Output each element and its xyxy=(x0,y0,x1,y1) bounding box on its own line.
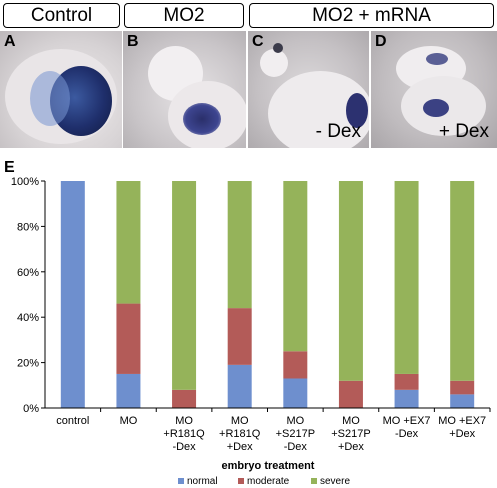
y-tick-label: 80% xyxy=(17,221,39,233)
legend-swatch-normal xyxy=(178,478,184,484)
legend-label-moderate: moderate xyxy=(247,476,290,487)
header-control: Control xyxy=(3,3,120,28)
bar-segment-severe xyxy=(227,181,252,309)
panel-a-image: A xyxy=(0,31,122,148)
x-tick-label: MO +EX7 +Dex xyxy=(438,415,486,440)
bar-segment-moderate xyxy=(394,373,419,390)
bar-segment-moderate xyxy=(283,351,308,379)
y-tick-label: 40% xyxy=(17,312,39,324)
bar-segment-normal xyxy=(450,394,475,408)
x-tick-label-line: -Dex xyxy=(395,428,419,440)
header-mo2: MO2 xyxy=(124,3,244,28)
chart-panel-letter: E xyxy=(4,159,15,176)
x-tick-label-line: MO xyxy=(175,415,193,427)
bar-segment-moderate xyxy=(450,380,475,395)
chart-bars xyxy=(60,181,475,408)
bar-segment-normal xyxy=(283,378,308,408)
x-tick-label-line: -Dex xyxy=(284,441,308,453)
stacked-bar-chart: E 0%20%40%60%80%100%control MO MO +R181Q -De… xyxy=(4,159,491,487)
x-tick-label-line: +Dex xyxy=(449,428,475,440)
legend-swatch-moderate xyxy=(238,478,244,484)
chart-legend: normal moderate severe xyxy=(178,476,350,487)
x-tick-label-line: MO xyxy=(231,415,249,427)
x-tick-label: MO +R181Q +Dex xyxy=(219,415,261,453)
x-tick-label-line: +R181Q xyxy=(219,428,261,440)
panel-c-image: C - Dex xyxy=(248,31,369,148)
x-tick-label-line: +Dex xyxy=(338,441,364,453)
bar-segment-moderate xyxy=(227,308,252,365)
embryo-head xyxy=(260,49,288,77)
panel-letter-a: A xyxy=(4,33,16,50)
panel-d-image: D + Dex xyxy=(371,31,497,148)
x-tick-label: MO xyxy=(120,415,138,427)
bar-segment-severe xyxy=(116,181,141,304)
x-tick-label-line: +S217P xyxy=(276,428,315,440)
head-stain xyxy=(426,53,448,65)
small-spot xyxy=(273,43,283,53)
y-tick-label: 100% xyxy=(11,176,39,188)
y-tick-label: 20% xyxy=(17,358,39,370)
x-tick-label-line: -Dex xyxy=(172,441,196,453)
x-tick-label-line: MO xyxy=(120,415,138,427)
x-tick-label: MO +R181Q -Dex xyxy=(163,415,205,453)
x-tick-label-line: +R181Q xyxy=(163,428,205,440)
bar-segment-moderate xyxy=(116,303,141,374)
bar-segment-normal xyxy=(116,373,141,408)
x-tick-label: MO +EX7 -Dex xyxy=(383,415,431,440)
bar-segment-severe xyxy=(283,181,308,352)
eye-stain xyxy=(183,103,221,135)
bar-segment-severe xyxy=(338,181,363,381)
panel-b-image: B xyxy=(123,31,246,148)
header-mo2-mrna: MO2 + mRNA xyxy=(249,3,494,28)
x-axis-title: embryo treatment xyxy=(222,460,315,472)
x-tick-label-line: +S217P xyxy=(331,428,370,440)
x-tick-label-line: +Dex xyxy=(227,441,253,453)
chart-axes xyxy=(41,180,491,412)
chart-labels: 0%20%40%60%80%100%control MO MO +R181Q -DexM… xyxy=(11,176,486,453)
bar-segment-severe xyxy=(172,181,197,390)
eye-stain xyxy=(423,99,449,117)
bar-segment-severe xyxy=(450,181,475,381)
legend-swatch-severe xyxy=(311,478,317,484)
y-tick-label: 0% xyxy=(23,403,39,415)
eye-stain xyxy=(346,93,368,128)
panel-letter-b: B xyxy=(127,33,139,50)
bar-segment-normal xyxy=(227,364,252,408)
x-tick-label: MO +S217P -Dex xyxy=(276,415,315,453)
x-tick-label-line: MO xyxy=(286,415,304,427)
bar-segment-normal xyxy=(60,181,85,408)
x-tick-label-line: MO +EX7 xyxy=(383,415,431,427)
bar-segment-moderate xyxy=(172,389,197,408)
y-tick-label: 60% xyxy=(17,267,39,279)
panel-letter-c: C xyxy=(252,33,264,50)
eye-highlight xyxy=(30,71,70,126)
legend-label-normal: normal xyxy=(187,476,218,487)
x-tick-label-line: MO +EX7 xyxy=(438,415,486,427)
legend-label-severe: severe xyxy=(320,476,350,487)
panel-label-plus-dex: + Dex xyxy=(438,121,489,142)
bar-segment-normal xyxy=(394,389,419,408)
x-tick-label: control xyxy=(56,415,89,427)
x-tick-label: MO +S217P +Dex xyxy=(331,415,370,453)
x-tick-label-line: control xyxy=(56,415,89,427)
bar-segment-severe xyxy=(394,181,419,374)
panel-letter-d: D xyxy=(375,33,387,50)
panel-label-minus-dex: - Dex xyxy=(315,121,361,142)
bar-segment-moderate xyxy=(338,380,363,408)
x-tick-label-line: MO xyxy=(342,415,360,427)
